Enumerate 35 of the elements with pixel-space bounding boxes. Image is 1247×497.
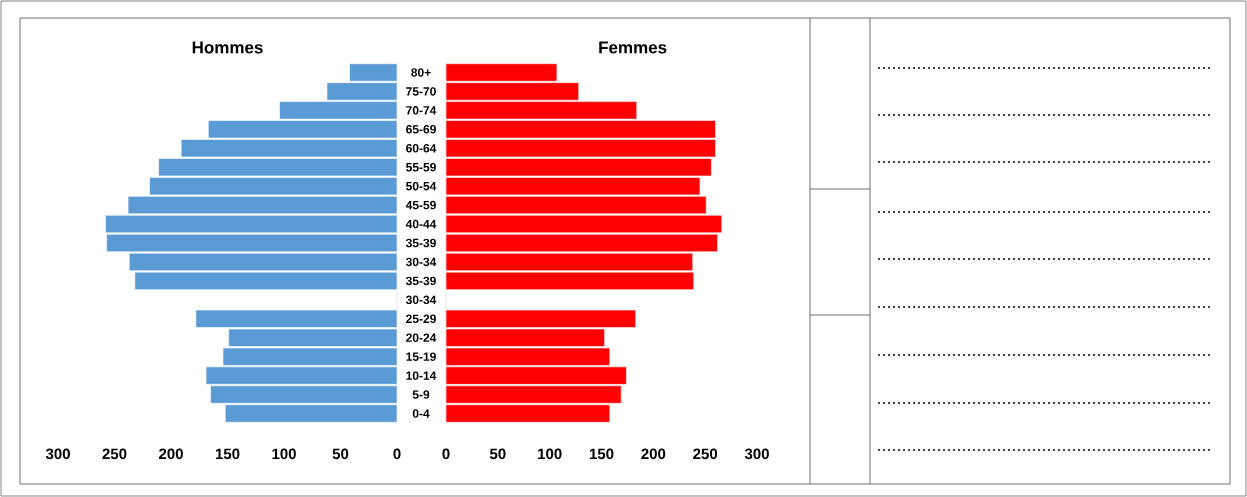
x-tick-label: 50 [489,448,506,460]
y-tick-label: 50-54 [406,181,437,191]
y-tick-label: 80+ [411,68,431,77]
y-tick-label: 70-74 [406,106,437,115]
x-tick-label: 300 [45,448,70,460]
chart-title: Femmes [599,41,667,54]
x-tick-label: 100 [538,448,562,460]
chart-title: Hommes [192,41,263,54]
y-tick-label: 0-4 [412,409,430,418]
y-tick-label: 40-44 [405,219,437,229]
x-tick-label: 0 [393,448,401,460]
y-tick-label: 5-9 [412,390,430,399]
y-tick-label: 30-34 [405,295,437,305]
x-tick-label: 0 [442,448,450,460]
y-tick-label: 45-59 [405,200,436,210]
y-tick-label: 55-59 [406,162,436,172]
x-tick-label: 150 [589,448,614,460]
y-tick-label: 15-19 [406,352,436,361]
y-tick-label: 30-34 [405,257,437,267]
y-tick-label: 75-70 [406,87,436,96]
x-tick-label: 250 [693,448,718,460]
y-tick-label: 10-14 [406,371,437,380]
y-tick-label: 20-24 [406,333,437,342]
y-tick-label: 60-64 [406,144,437,153]
x-tick-label: 200 [159,448,183,460]
x-tick-label: 150 [215,448,240,460]
x-tick-label: 200 [641,448,666,460]
y-tick-label: 65-69 [406,125,436,134]
x-tick-label: 250 [102,448,127,460]
x-tick-label: 100 [272,448,296,460]
y-tick-label: 35-39 [405,276,436,286]
y-tick-label: 35-39 [405,238,436,248]
y-tick-label: 25-29 [406,314,436,324]
x-tick-label: 50 [332,448,349,460]
x-tick-label: 300 [744,448,769,460]
